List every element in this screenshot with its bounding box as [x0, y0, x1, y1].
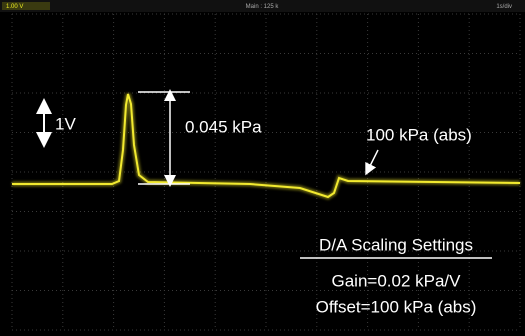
time-scale: 1s/div [496, 4, 512, 10]
settings-offset: Offset=100 kPa (abs) [316, 297, 477, 316]
settings-gain: Gain=0.02 kPa/V [331, 271, 461, 290]
timebase: Main : 125 k [246, 4, 280, 10]
pulse-label: 0.045 kPa [185, 117, 262, 136]
baseline-label: 100 kPa (abs) [366, 125, 472, 144]
settings-title: D/A Scaling Settings [319, 235, 473, 254]
volt-label: 1V [55, 114, 76, 133]
oscilloscope-screen: 1.00 V Main : 125 k 1s/div 1V 0.045 kPa … [0, 0, 525, 336]
channel-scale: 1.00 V [6, 4, 23, 10]
